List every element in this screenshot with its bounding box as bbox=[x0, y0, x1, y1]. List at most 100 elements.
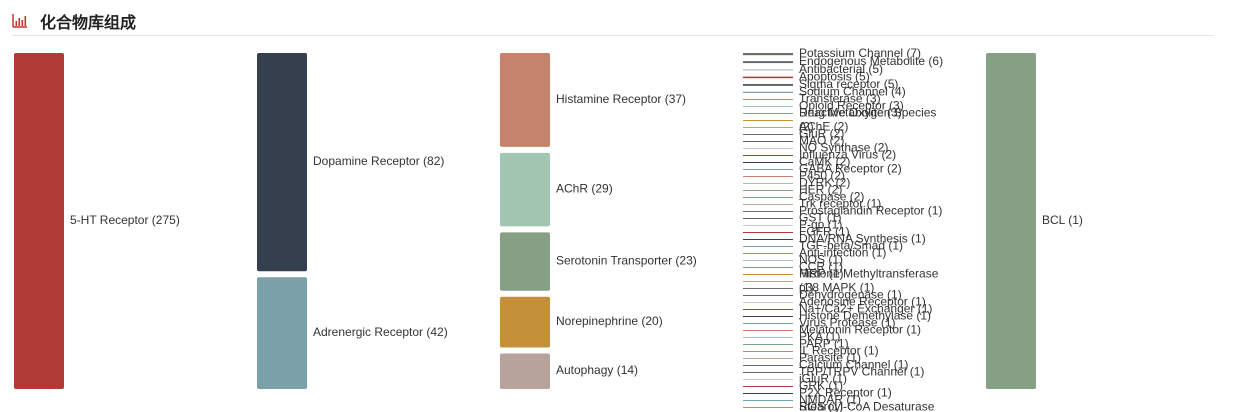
bar-her[interactable] bbox=[743, 190, 793, 191]
label-dyrk: DYRK (2) bbox=[799, 176, 850, 190]
bar-calcium-channel[interactable] bbox=[743, 365, 793, 366]
label-p-gp: P-gp (1) bbox=[799, 218, 842, 232]
bar-gst[interactable] bbox=[743, 218, 793, 219]
bar-histamine-receptor[interactable] bbox=[500, 53, 550, 147]
bar-dna-rna-synthesis[interactable] bbox=[743, 239, 793, 240]
bar-chart-icon bbox=[12, 14, 27, 28]
bar-melatonin-receptor[interactable] bbox=[743, 330, 793, 331]
bar-pka[interactable] bbox=[743, 337, 793, 338]
label-drug-metabolite: Drug Metabolite (3) bbox=[799, 106, 902, 120]
bar-ache[interactable] bbox=[743, 127, 793, 128]
bar-anti-infection[interactable] bbox=[743, 253, 793, 254]
label-bcl: BCL (1) bbox=[1042, 213, 1083, 227]
bar-gaba-receptor[interactable] bbox=[743, 169, 793, 170]
bar-nos[interactable] bbox=[743, 260, 793, 261]
bar-antibacterial[interactable] bbox=[743, 69, 793, 71]
bar-transferase[interactable] bbox=[743, 99, 793, 100]
label-5-ht-receptor: 5-HT Receptor (275) bbox=[70, 213, 180, 227]
label-mrp: MRP (1) bbox=[799, 267, 843, 281]
label-stearoyl-coa-desaturase-scd: Stearoyl-CoA Desaturase(SCD) (1) bbox=[799, 400, 935, 412]
bar-grk[interactable] bbox=[743, 386, 793, 387]
label-dopamine-receptor: Dopamine Receptor (82) bbox=[313, 154, 444, 168]
label-iglur: iGluR (1) bbox=[799, 372, 847, 386]
bar-endogenous-metabolite[interactable] bbox=[743, 61, 793, 64]
bar-adenosine-receptor[interactable] bbox=[743, 302, 793, 303]
bar-mrp[interactable] bbox=[743, 274, 793, 275]
label-transferase: Transferase (3) bbox=[799, 92, 881, 106]
bar-reactive-oxygen-species[interactable] bbox=[743, 120, 793, 121]
bar-trk-receptor[interactable] bbox=[743, 204, 793, 205]
bar-sigma-receptor[interactable] bbox=[743, 84, 793, 86]
bar-p2x-receptor[interactable] bbox=[743, 393, 793, 394]
bar-serotonin-transporter[interactable] bbox=[500, 232, 550, 291]
bar-ccr[interactable] bbox=[743, 267, 793, 268]
label-nos: NOS (1) bbox=[799, 253, 843, 267]
label-p450: P450 (2) bbox=[799, 169, 845, 183]
label-grk: GRK (1) bbox=[799, 379, 843, 393]
label-adenosine-receptor: Adenosine Receptor (1) bbox=[799, 295, 926, 309]
bar-il-receptor[interactable] bbox=[743, 351, 793, 352]
label-norepinephrine: Norepinephrine (20) bbox=[556, 314, 663, 328]
bar-p450[interactable] bbox=[743, 176, 793, 177]
bar-bcl[interactable] bbox=[986, 53, 1036, 389]
bar-trp-trpv-channel[interactable] bbox=[743, 372, 793, 373]
bar-dehydrogenase[interactable] bbox=[743, 295, 793, 296]
bar-mao[interactable] bbox=[743, 141, 793, 142]
label-histamine-receptor: Histamine Receptor (37) bbox=[556, 92, 686, 106]
bar-iglur[interactable] bbox=[743, 379, 793, 380]
bar-dyrk[interactable] bbox=[743, 183, 793, 184]
bar-dopamine-receptor[interactable] bbox=[257, 53, 307, 272]
bar-histone-demethylase[interactable] bbox=[743, 316, 793, 317]
bar-virus-protease[interactable] bbox=[743, 323, 793, 324]
bar-achr[interactable] bbox=[500, 152, 550, 227]
bar-p-gp[interactable] bbox=[743, 225, 793, 226]
bar-norepinephrine[interactable] bbox=[500, 296, 550, 348]
bar-adrenergic-receptor[interactable] bbox=[257, 277, 307, 389]
label-caspase: Caspase (2) bbox=[799, 190, 864, 204]
bar-drug-metabolite[interactable] bbox=[743, 113, 793, 114]
label-ache: AChE (2) bbox=[799, 120, 848, 134]
bar-parp[interactable] bbox=[743, 344, 793, 345]
label-apoptosis: Apoptosis (5) bbox=[799, 70, 870, 84]
bar-ros[interactable] bbox=[743, 407, 793, 408]
bar-potassium-channel[interactable] bbox=[743, 53, 793, 56]
label-prostaglandin-receptor: Prostaglandin Receptor (1) bbox=[799, 204, 942, 218]
chart-header: 化合物库组成 bbox=[12, 8, 136, 34]
bar-sodium-channel[interactable] bbox=[743, 91, 793, 93]
bar-5-ht-receptor[interactable] bbox=[14, 53, 64, 389]
bar-caspase[interactable] bbox=[743, 197, 793, 198]
bar-histone-methyltransferase[interactable] bbox=[743, 281, 793, 282]
label-no-synthase: NO Synthase (2) bbox=[799, 141, 888, 155]
label-pka: PKA (1) bbox=[799, 330, 840, 344]
bar-nmdar[interactable] bbox=[743, 400, 793, 401]
label-nmdar: NMDAR (1) bbox=[799, 393, 861, 407]
label-na-ca2-exchanger: Na+/Ca2+ Exchanger (1) bbox=[799, 302, 932, 316]
bar-no-synthase[interactable] bbox=[743, 148, 793, 149]
bar-p38-mapk[interactable] bbox=[743, 288, 793, 289]
bar-prostaglandin-receptor[interactable] bbox=[743, 211, 793, 212]
label-p2x-receptor: P2X Receptor (1) bbox=[799, 386, 892, 400]
label-reactive-oxygen-species: Reactive Oxygen Species (2) bbox=[799, 106, 936, 134]
label-parp: PARP (1) bbox=[799, 337, 849, 351]
label-gaba-receptor: GABA Receptor (2) bbox=[799, 162, 902, 176]
label-il-receptor: IL Receptor (1) bbox=[799, 344, 879, 358]
bar-camk[interactable] bbox=[743, 162, 793, 163]
bar-tgf-beta-smad[interactable] bbox=[743, 246, 793, 247]
bar-parasite[interactable] bbox=[743, 358, 793, 359]
bar-opioid-receptor[interactable] bbox=[743, 106, 793, 107]
bar-influenza-virus[interactable] bbox=[743, 155, 793, 156]
bar-fgfr[interactable] bbox=[743, 232, 793, 233]
chart-title: 化合物库组成 bbox=[40, 15, 137, 32]
label-opioid-receptor: Opioid Receptor (3) bbox=[799, 99, 904, 113]
label-potassium-channel: Potassium Channel (7) bbox=[799, 46, 921, 60]
bar-na-ca2-exchanger[interactable] bbox=[743, 309, 793, 310]
label-fgfr: FGFR (1) bbox=[799, 225, 850, 239]
label-dehydrogenase: Dehydrogenase (1) bbox=[799, 288, 902, 302]
label-sodium-channel: Sodium Channel (4) bbox=[799, 85, 906, 99]
bar-autophagy[interactable] bbox=[500, 353, 550, 389]
bar-glur[interactable] bbox=[743, 134, 793, 135]
label-endogenous-metabolite: Endogenous Metabolite (6) bbox=[799, 54, 943, 68]
label-melatonin-receptor: Melatonin Receptor (1) bbox=[799, 323, 921, 337]
bar-apoptosis[interactable] bbox=[743, 76, 793, 79]
